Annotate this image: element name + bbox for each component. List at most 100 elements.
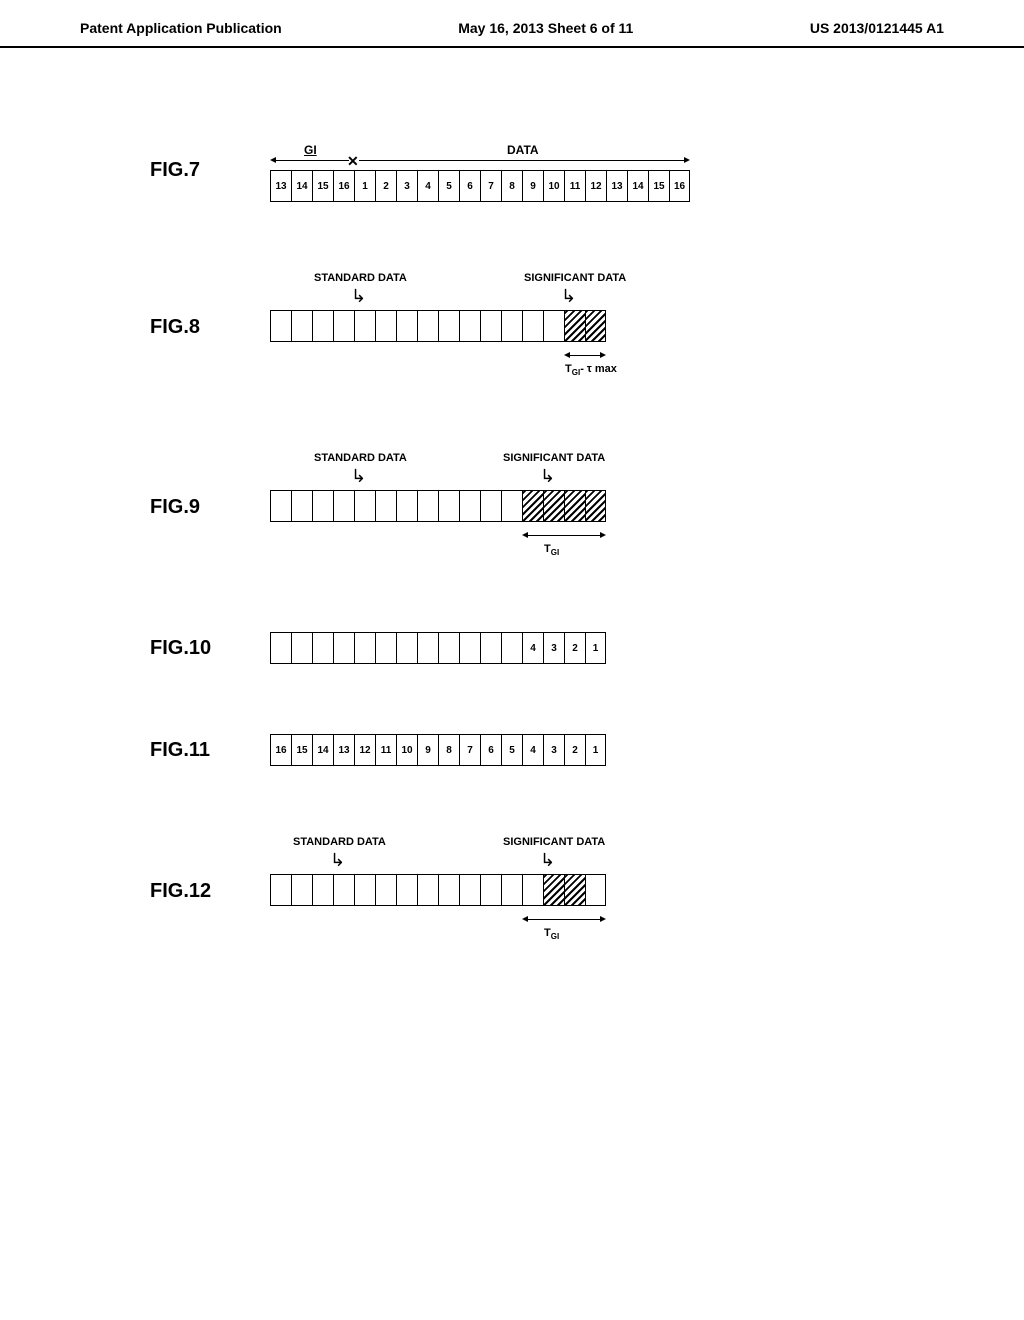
- fig8-cells: [270, 310, 606, 342]
- data-cell: [417, 310, 438, 342]
- data-cell: [459, 490, 480, 522]
- data-cell: 14: [312, 734, 333, 766]
- data-cell: 14: [291, 170, 312, 202]
- data-cell: [438, 490, 459, 522]
- data-cell: [291, 490, 312, 522]
- data-cell: [396, 874, 417, 906]
- data-cell: 5: [438, 170, 459, 202]
- header-left: Patent Application Publication: [80, 20, 282, 36]
- data-cell: [501, 874, 522, 906]
- data-cell: 1: [354, 170, 375, 202]
- data-cell: [543, 490, 564, 522]
- figure-11-label: FIG.11: [150, 739, 270, 762]
- data-cell: [459, 310, 480, 342]
- standard-data-label: STANDARD DATA: [314, 272, 407, 284]
- gi-label: GI: [304, 143, 317, 157]
- data-cell: 15: [648, 170, 669, 202]
- data-cell: 4: [417, 170, 438, 202]
- significant-data-label: SIGNIFICANT DATA: [503, 452, 605, 464]
- data-cell: 6: [480, 734, 501, 766]
- duration-label: TGI: [544, 927, 559, 941]
- data-cell: [396, 310, 417, 342]
- data-cell: 14: [627, 170, 648, 202]
- figure-8-content: STANDARD DATA↲SIGNIFICANT DATA↲ TGI- τ m…: [270, 272, 606, 382]
- fig8-bottom: TGI- τ max: [270, 347, 606, 382]
- data-cell: [354, 874, 375, 906]
- data-cell: [501, 310, 522, 342]
- data-cell: 10: [543, 170, 564, 202]
- fig8-annotations: STANDARD DATA↲SIGNIFICANT DATA↲: [270, 272, 606, 310]
- data-cell: [501, 490, 522, 522]
- data-label: DATA: [507, 143, 539, 157]
- data-cell: 13: [606, 170, 627, 202]
- duration-label: TGI: [544, 543, 559, 557]
- data-cell: [312, 490, 333, 522]
- data-cell: [417, 490, 438, 522]
- data-cell: [291, 874, 312, 906]
- fig12-annotations: STANDARD DATA↲SIGNIFICANT DATA↲: [270, 836, 606, 874]
- data-cell: [438, 874, 459, 906]
- data-cell: 1: [585, 734, 606, 766]
- standard-data-label: STANDARD DATA: [314, 452, 407, 464]
- data-cell: 16: [270, 734, 291, 766]
- figure-10-label: FIG.10: [150, 637, 270, 660]
- data-cell: [270, 490, 291, 522]
- data-cell: 3: [543, 632, 564, 664]
- figure-10: FIG.10 4321: [150, 632, 904, 664]
- data-cell: [354, 490, 375, 522]
- data-cell: [585, 490, 606, 522]
- header-right: US 2013/0121445 A1: [810, 20, 944, 36]
- figure-11: FIG.11 16151413121110987654321: [150, 734, 904, 766]
- figure-12: FIG.12 STANDARD DATA↲SIGNIFICANT DATA↲ T…: [150, 836, 904, 946]
- significant-data-label: SIGNIFICANT DATA: [503, 836, 605, 848]
- data-cell: [333, 874, 354, 906]
- data-cell: 8: [438, 734, 459, 766]
- data-cell: [270, 874, 291, 906]
- data-cell: 7: [459, 734, 480, 766]
- data-cell: 11: [375, 734, 396, 766]
- data-cell: [375, 874, 396, 906]
- data-cell: [375, 310, 396, 342]
- significant-data-label: SIGNIFICANT DATA: [524, 272, 626, 284]
- data-cell: [333, 490, 354, 522]
- data-cell: 2: [375, 170, 396, 202]
- data-cell: [480, 632, 501, 664]
- data-cell: [333, 310, 354, 342]
- data-cell: 15: [312, 170, 333, 202]
- data-cell: 13: [333, 734, 354, 766]
- data-cell: [291, 310, 312, 342]
- figure-8-label: FIG.8: [150, 316, 270, 339]
- data-cell: 1: [585, 632, 606, 664]
- figure-9-label: FIG.9: [150, 496, 270, 519]
- data-cell: [354, 310, 375, 342]
- data-cell: [459, 632, 480, 664]
- data-cell: [375, 632, 396, 664]
- figure-12-label: FIG.12: [150, 880, 270, 903]
- data-cell: 16: [333, 170, 354, 202]
- data-cell: [417, 632, 438, 664]
- data-cell: 12: [354, 734, 375, 766]
- data-cell: [543, 874, 564, 906]
- figure-10-content: 4321: [270, 632, 606, 664]
- page-header: Patent Application Publication May 16, 2…: [0, 0, 1024, 48]
- data-cell: 5: [501, 734, 522, 766]
- data-cell: [396, 490, 417, 522]
- data-cell: [585, 874, 606, 906]
- data-cell: [543, 310, 564, 342]
- data-cell: [459, 874, 480, 906]
- data-cell: [564, 874, 585, 906]
- data-cell: [522, 874, 543, 906]
- data-cell: 2: [564, 734, 585, 766]
- fig12-cells: [270, 874, 606, 906]
- data-cell: [312, 632, 333, 664]
- data-cell: 3: [543, 734, 564, 766]
- data-cell: 4: [522, 632, 543, 664]
- header-center: May 16, 2013 Sheet 6 of 11: [458, 20, 633, 36]
- data-cell: [522, 310, 543, 342]
- data-cell: 13: [270, 170, 291, 202]
- figure-8: FIG.8 STANDARD DATA↲SIGNIFICANT DATA↲ TG…: [150, 272, 904, 382]
- data-cell: 2: [564, 632, 585, 664]
- data-cell: [564, 490, 585, 522]
- data-cell: [564, 310, 585, 342]
- fig9-cells: [270, 490, 606, 522]
